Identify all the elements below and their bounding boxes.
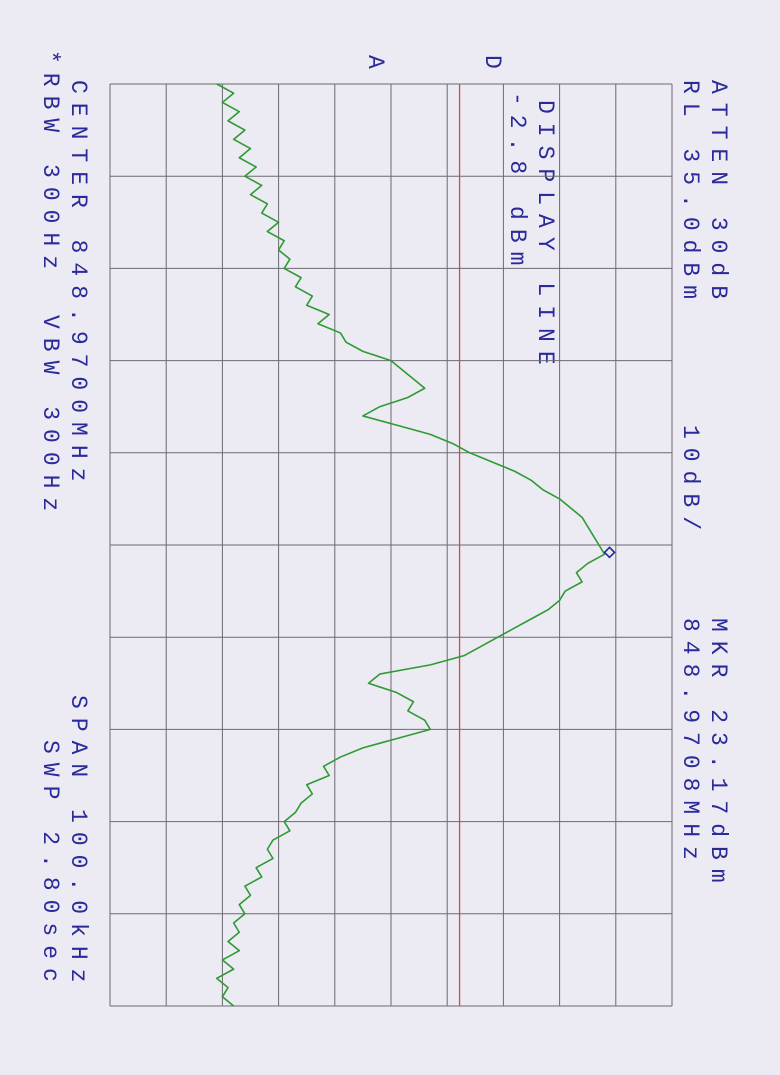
display-marker-label: D [479, 55, 505, 78]
marker-freq-label: 848.9708MHz [677, 618, 703, 869]
center-label: CENTER 848.9700MHz [65, 80, 91, 490]
trace [215, 83, 606, 1007]
display-line-label: -2.8 dBm [504, 92, 530, 274]
ref-level-label: RL 35.0dBm [677, 80, 703, 308]
atten-label: ATTEN 30dB [705, 80, 731, 308]
rbw-label: *RBW 300Hz [37, 50, 63, 278]
vbw-label: VBW 300Hz [37, 315, 63, 520]
display-line-title: DISPLAY LINE [532, 100, 558, 374]
trace-label: A [362, 55, 388, 78]
sweep-label: SWP 2.80sec [37, 740, 63, 991]
marker [603, 546, 616, 559]
scale-label: 10dB/ [677, 425, 703, 539]
marker-level-label: MKR 23.17dBm [705, 618, 731, 892]
span-label: SPAN 100.0kHz [65, 695, 91, 991]
